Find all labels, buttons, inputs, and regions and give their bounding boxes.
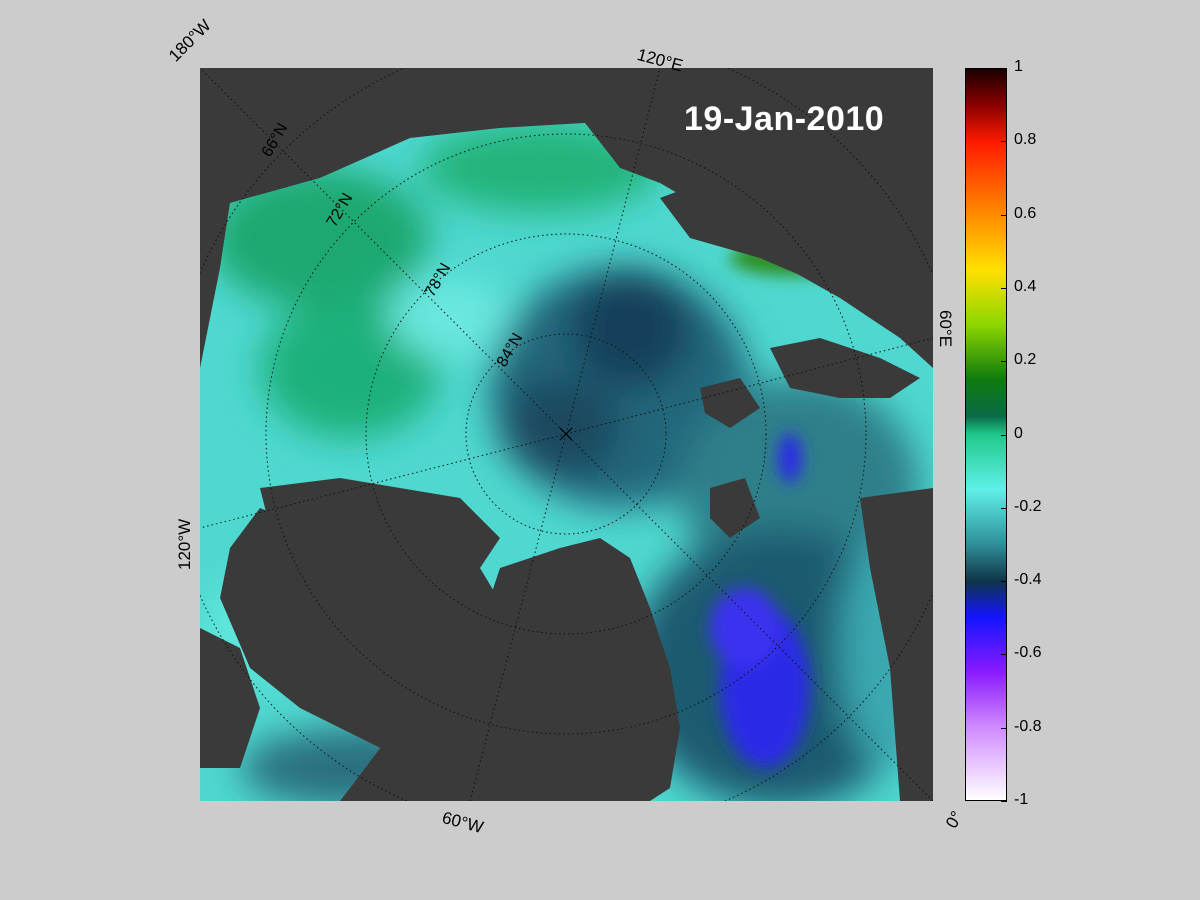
novaya-zemlya-land — [770, 338, 920, 398]
lon-label-60w: 60°W — [440, 808, 486, 838]
colorbar-tick-label: -1 — [1014, 791, 1029, 808]
north-pole-marker — [559, 427, 573, 441]
colorbar-tick-mark — [1001, 361, 1007, 363]
colorbar-tick-label: 1 — [1014, 58, 1023, 75]
scandinavia-land — [860, 488, 933, 801]
colorbar-tick-label: 0.2 — [1014, 351, 1037, 369]
colorbar-tick-mark — [1001, 654, 1007, 656]
colorbar-tick-label: -0.4 — [1014, 571, 1042, 589]
labrador-land — [200, 628, 260, 768]
greenland-land — [490, 538, 680, 801]
alaska-land — [200, 198, 230, 268]
colorbar-tick-label: 0.8 — [1014, 131, 1037, 149]
canadian-archipelago-land — [260, 478, 500, 568]
lon-label-180w: 180°W — [165, 15, 215, 66]
colorbar-tick-mark — [1001, 214, 1007, 216]
colorbar-tick-mark — [1001, 434, 1007, 436]
date-label: 19-Jan-2010 — [684, 100, 885, 138]
sea-ice-map: 66°N 72°N 78°N 84°N — [200, 68, 933, 801]
top-land — [200, 68, 933, 198]
colorbar-tick-label: -0.2 — [1014, 497, 1042, 515]
colorbar-tick-mark — [1001, 727, 1007, 729]
siberia-land — [660, 158, 933, 318]
colorbar-tick-label: 0.4 — [1014, 277, 1037, 295]
colorbar-tick-label: 0 — [1014, 424, 1023, 442]
colorbar-tick-mark — [1001, 287, 1007, 289]
colorbar-tick-mark — [1001, 68, 1007, 69]
graticule — [200, 68, 933, 801]
colorbar-tick-label: 0.6 — [1014, 204, 1037, 222]
colorbar-tick-mark — [1001, 507, 1007, 509]
colorbar-tick-mark — [1001, 141, 1007, 143]
colorbar-tick-mark — [1001, 801, 1007, 802]
colorbar — [965, 68, 1007, 801]
colorbar-tick-label: -0.8 — [1014, 717, 1042, 735]
colorbar-tick-mark — [1001, 581, 1007, 583]
map-canvas: 66°N 72°N 78°N 84°N — [200, 68, 933, 801]
lon-label-120w: 120°W — [175, 518, 194, 570]
colorbar-tick-label: -0.6 — [1014, 644, 1042, 662]
franz-josef-land — [700, 378, 760, 428]
lon-label-60e: 60°E — [936, 310, 955, 348]
svalbard-land — [710, 478, 760, 538]
lon-label-0: 0° — [942, 807, 967, 832]
